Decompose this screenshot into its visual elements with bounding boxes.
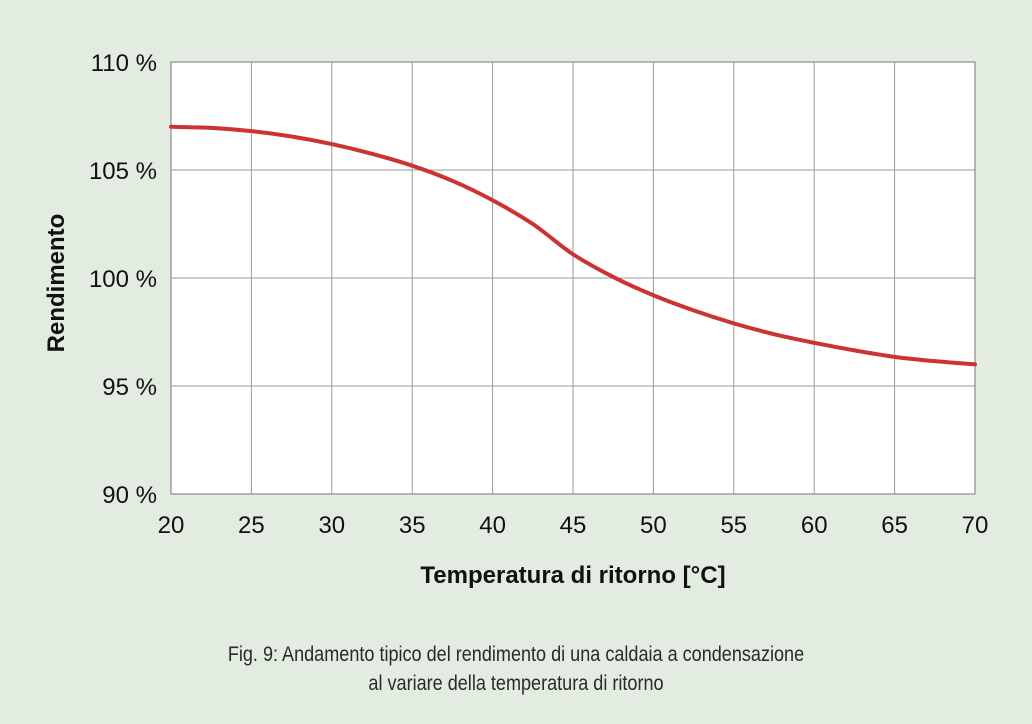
x-tick-label: 55 — [720, 512, 747, 539]
x-tick-label: 60 — [801, 512, 828, 539]
x-tick-label: 40 — [479, 512, 506, 539]
x-tick-label: 45 — [560, 512, 587, 539]
x-tick-label: 35 — [399, 512, 426, 539]
series-line — [169, 124, 977, 367]
y-tick-label: 100 % — [89, 266, 157, 293]
y-tick-label: 105 % — [89, 158, 157, 185]
x-axis-title: Temperatura di ritorno [°C] — [420, 562, 725, 589]
grid — [171, 62, 975, 494]
figure-caption-line-1: Fig. 9: Andamento tipico del rendimento … — [227, 643, 805, 666]
x-tick-label: 50 — [640, 512, 667, 539]
x-tick-labels: 20 25 30 35 40 45 50 55 60 65 70 — [158, 512, 989, 539]
x-tick-label: 30 — [318, 512, 345, 539]
y-tick-label: 90 % — [102, 482, 157, 509]
x-tick-label: 20 — [158, 512, 185, 539]
y-tick-label: 110 % — [91, 50, 157, 77]
x-tick-label: 25 — [238, 512, 265, 539]
y-tick-labels: 90 % 95 % 100 % 105 % 110 % — [89, 50, 157, 509]
figure-caption-line-2: al variare della temperatura di ritorno — [368, 672, 664, 695]
x-tick-label: 65 — [881, 512, 908, 539]
y-tick-label: 95 % — [102, 374, 157, 401]
y-axis-title: Rendimento — [43, 214, 70, 353]
series-layer — [169, 124, 977, 367]
plot-frame — [170, 61, 976, 495]
x-tick-label: 70 — [962, 512, 989, 539]
